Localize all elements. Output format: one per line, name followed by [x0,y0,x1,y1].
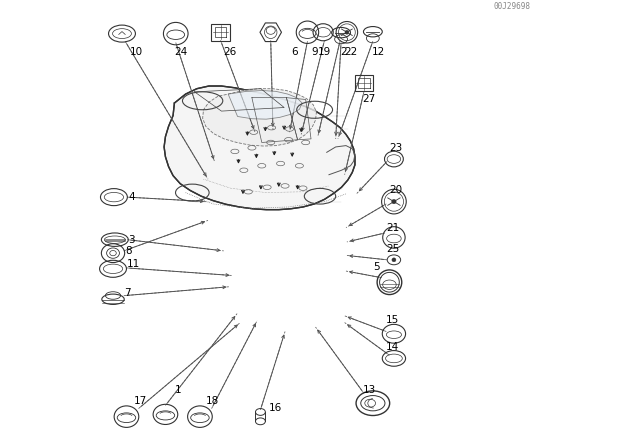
Text: 2: 2 [340,47,347,56]
Text: 27: 27 [362,94,376,103]
Text: 14: 14 [387,342,399,352]
Text: 12: 12 [371,47,385,56]
Text: 19: 19 [317,47,331,56]
Text: 25: 25 [387,244,399,254]
Text: 21: 21 [387,224,399,233]
Text: 00J29698: 00J29698 [493,2,531,11]
Text: 26: 26 [223,47,237,56]
Text: 10: 10 [129,47,143,56]
Ellipse shape [392,258,396,262]
Text: 8: 8 [125,246,132,256]
Text: 5: 5 [373,262,380,271]
Text: 1: 1 [174,385,181,395]
Text: 3: 3 [128,235,135,245]
Text: 20: 20 [389,185,403,195]
Text: 6: 6 [291,47,298,56]
Text: 18: 18 [205,396,219,406]
Text: 7: 7 [124,289,131,298]
Text: 9: 9 [311,47,317,56]
Text: 24: 24 [174,47,188,56]
Text: 13: 13 [362,385,376,395]
Text: 22: 22 [344,47,358,56]
Text: 15: 15 [387,315,399,325]
Text: 11: 11 [127,259,140,269]
Polygon shape [228,90,302,119]
Text: 23: 23 [389,143,403,153]
Polygon shape [203,89,316,146]
Polygon shape [164,86,355,210]
Text: 17: 17 [134,396,147,406]
Ellipse shape [392,199,396,204]
Text: 4: 4 [128,192,135,202]
Text: 16: 16 [269,403,282,413]
Ellipse shape [345,30,349,34]
